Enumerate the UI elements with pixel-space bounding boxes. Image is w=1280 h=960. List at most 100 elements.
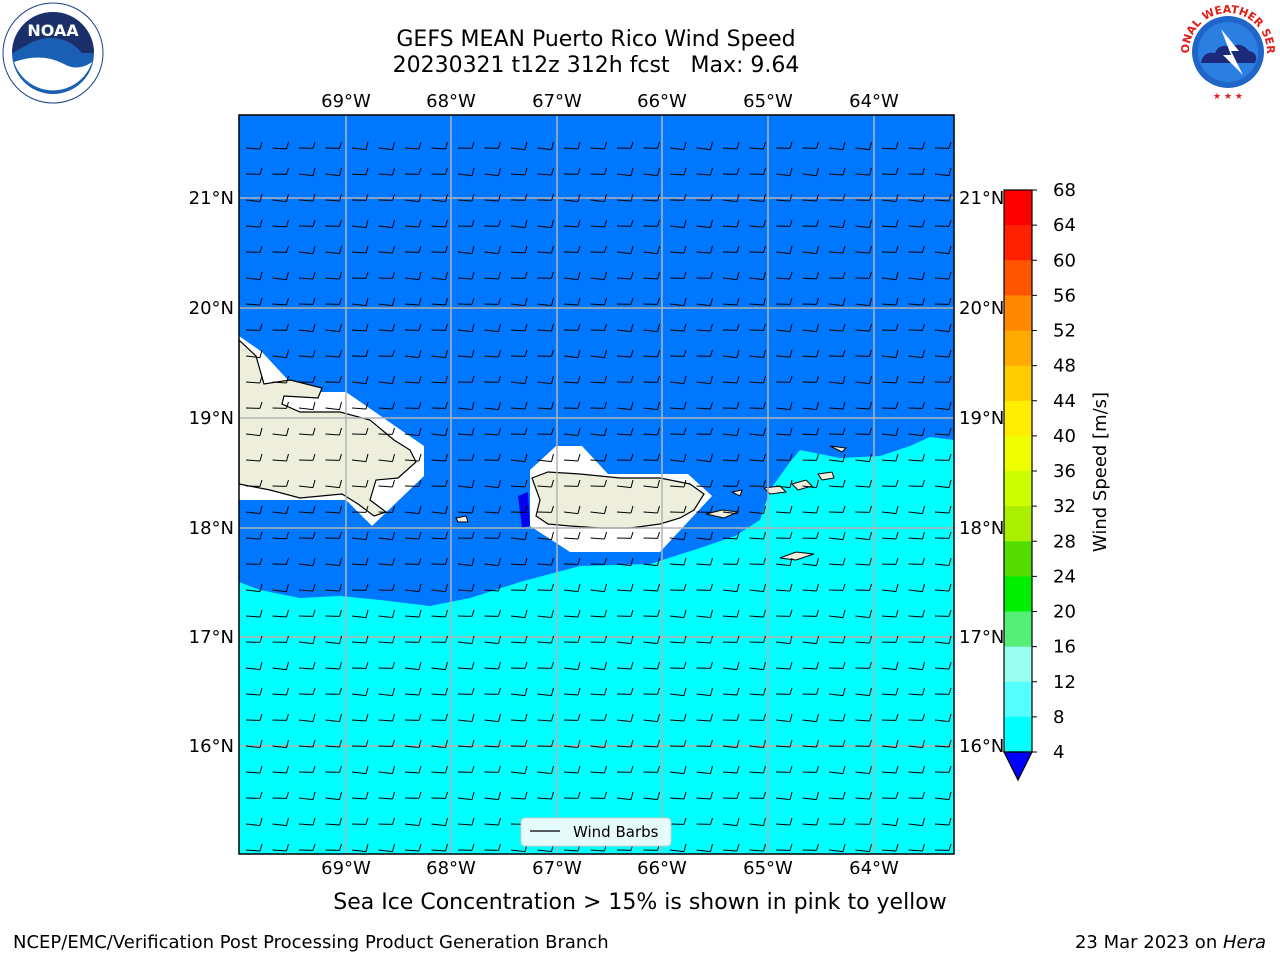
wind-barb <box>272 479 289 487</box>
wind-barb <box>484 479 501 489</box>
wind-barb <box>537 271 554 279</box>
wind-barb <box>696 791 713 800</box>
wind-barb <box>457 505 475 514</box>
wind-barb <box>510 323 528 332</box>
wind-barb <box>272 141 289 150</box>
wind-barb <box>245 453 263 462</box>
wind-barb <box>563 713 581 721</box>
wind-barb <box>325 635 342 645</box>
wind-barb <box>749 739 766 749</box>
wind-barb <box>722 219 740 228</box>
wind-barb <box>775 791 793 801</box>
wind-barb <box>537 167 554 176</box>
wind-barb <box>351 557 369 566</box>
wind-barb <box>881 323 899 331</box>
map-legend: Wind Barbs <box>520 817 672 847</box>
colorbar-tick-label: 24 <box>1053 566 1076 587</box>
wind-barb <box>881 167 899 175</box>
wind-barb <box>298 843 316 851</box>
wind-barb <box>722 635 740 643</box>
wind-barb <box>696 401 713 410</box>
wind-barb <box>616 427 634 436</box>
wind-barb <box>245 531 263 540</box>
wind-barb <box>908 141 925 150</box>
wind-barb <box>457 297 475 305</box>
wind-barb <box>722 843 740 852</box>
wind-barb <box>908 635 925 643</box>
wind-barb <box>855 765 872 775</box>
wind-barb <box>325 141 342 149</box>
wind-barb <box>351 739 369 747</box>
wind-barb <box>643 271 660 280</box>
wind-barb <box>749 219 766 228</box>
wind-barb <box>908 609 925 618</box>
wind-barb <box>457 193 475 202</box>
lon-label-bottom: 67°W <box>532 858 582 879</box>
wind-barb <box>272 583 289 593</box>
wind-barb <box>298 531 316 539</box>
wind-barb <box>908 271 925 281</box>
wind-barb <box>563 505 581 515</box>
wind-barb <box>298 557 316 567</box>
wind-barb <box>669 531 687 541</box>
wind-barb <box>272 609 289 618</box>
sea-ice-note: Sea Ice Concentration > 15% is shown in … <box>333 890 947 915</box>
wind-barb <box>828 739 846 747</box>
wind-barb <box>722 609 740 618</box>
wind-barb <box>378 323 395 332</box>
wind-barb <box>802 557 819 567</box>
wind-barb <box>404 167 422 175</box>
wind-barb <box>828 635 846 644</box>
wind-barb <box>325 687 342 695</box>
wind-barb <box>431 141 448 150</box>
wind-barb <box>404 609 422 618</box>
wind-barb <box>484 713 501 723</box>
wind-barb <box>245 505 263 515</box>
wind-barb <box>669 765 687 775</box>
wind-barb <box>351 791 369 800</box>
colorbar-extend-triangle <box>1003 751 1033 782</box>
wind-barb <box>298 635 316 645</box>
wind-barb <box>669 297 687 307</box>
wind-barb <box>431 609 448 618</box>
wind-barb <box>404 531 422 540</box>
wind-barb <box>298 583 316 592</box>
wind-barb <box>484 817 501 826</box>
wind-barb <box>537 479 554 488</box>
wind-barb <box>669 167 687 176</box>
wind-barb <box>431 167 448 175</box>
wind-barb <box>696 297 713 307</box>
wind-barb <box>351 635 369 644</box>
wind-barb <box>643 583 660 592</box>
wind-barb <box>775 349 793 358</box>
wind-barb <box>325 193 342 202</box>
wind-barb <box>351 219 369 229</box>
wind-barb <box>855 453 872 463</box>
wind-barb <box>404 843 422 852</box>
wind-barb <box>272 557 289 565</box>
wind-barb <box>775 167 793 177</box>
wind-barb <box>669 557 687 566</box>
wind-barb <box>696 219 713 229</box>
wind-barb <box>775 297 793 305</box>
wind-barb <box>934 505 952 514</box>
wind-barb <box>828 193 846 201</box>
wind-barb <box>775 635 793 645</box>
wind-barb <box>722 505 740 515</box>
wind-barb <box>881 479 899 487</box>
wind-barb <box>431 843 448 852</box>
wind-barb <box>669 635 687 644</box>
wind-barb <box>802 817 819 826</box>
colorbar-segment <box>1004 681 1032 718</box>
wind-barb <box>272 635 289 643</box>
wind-barb <box>696 739 713 747</box>
wind-barb <box>855 167 872 176</box>
wind-barb <box>908 401 925 409</box>
wind-barb <box>802 713 819 723</box>
wind-barb <box>298 141 316 149</box>
wind-barb <box>563 349 581 359</box>
wind-barb <box>351 583 369 591</box>
wind-barb <box>828 141 846 151</box>
wind-barb <box>643 531 660 539</box>
